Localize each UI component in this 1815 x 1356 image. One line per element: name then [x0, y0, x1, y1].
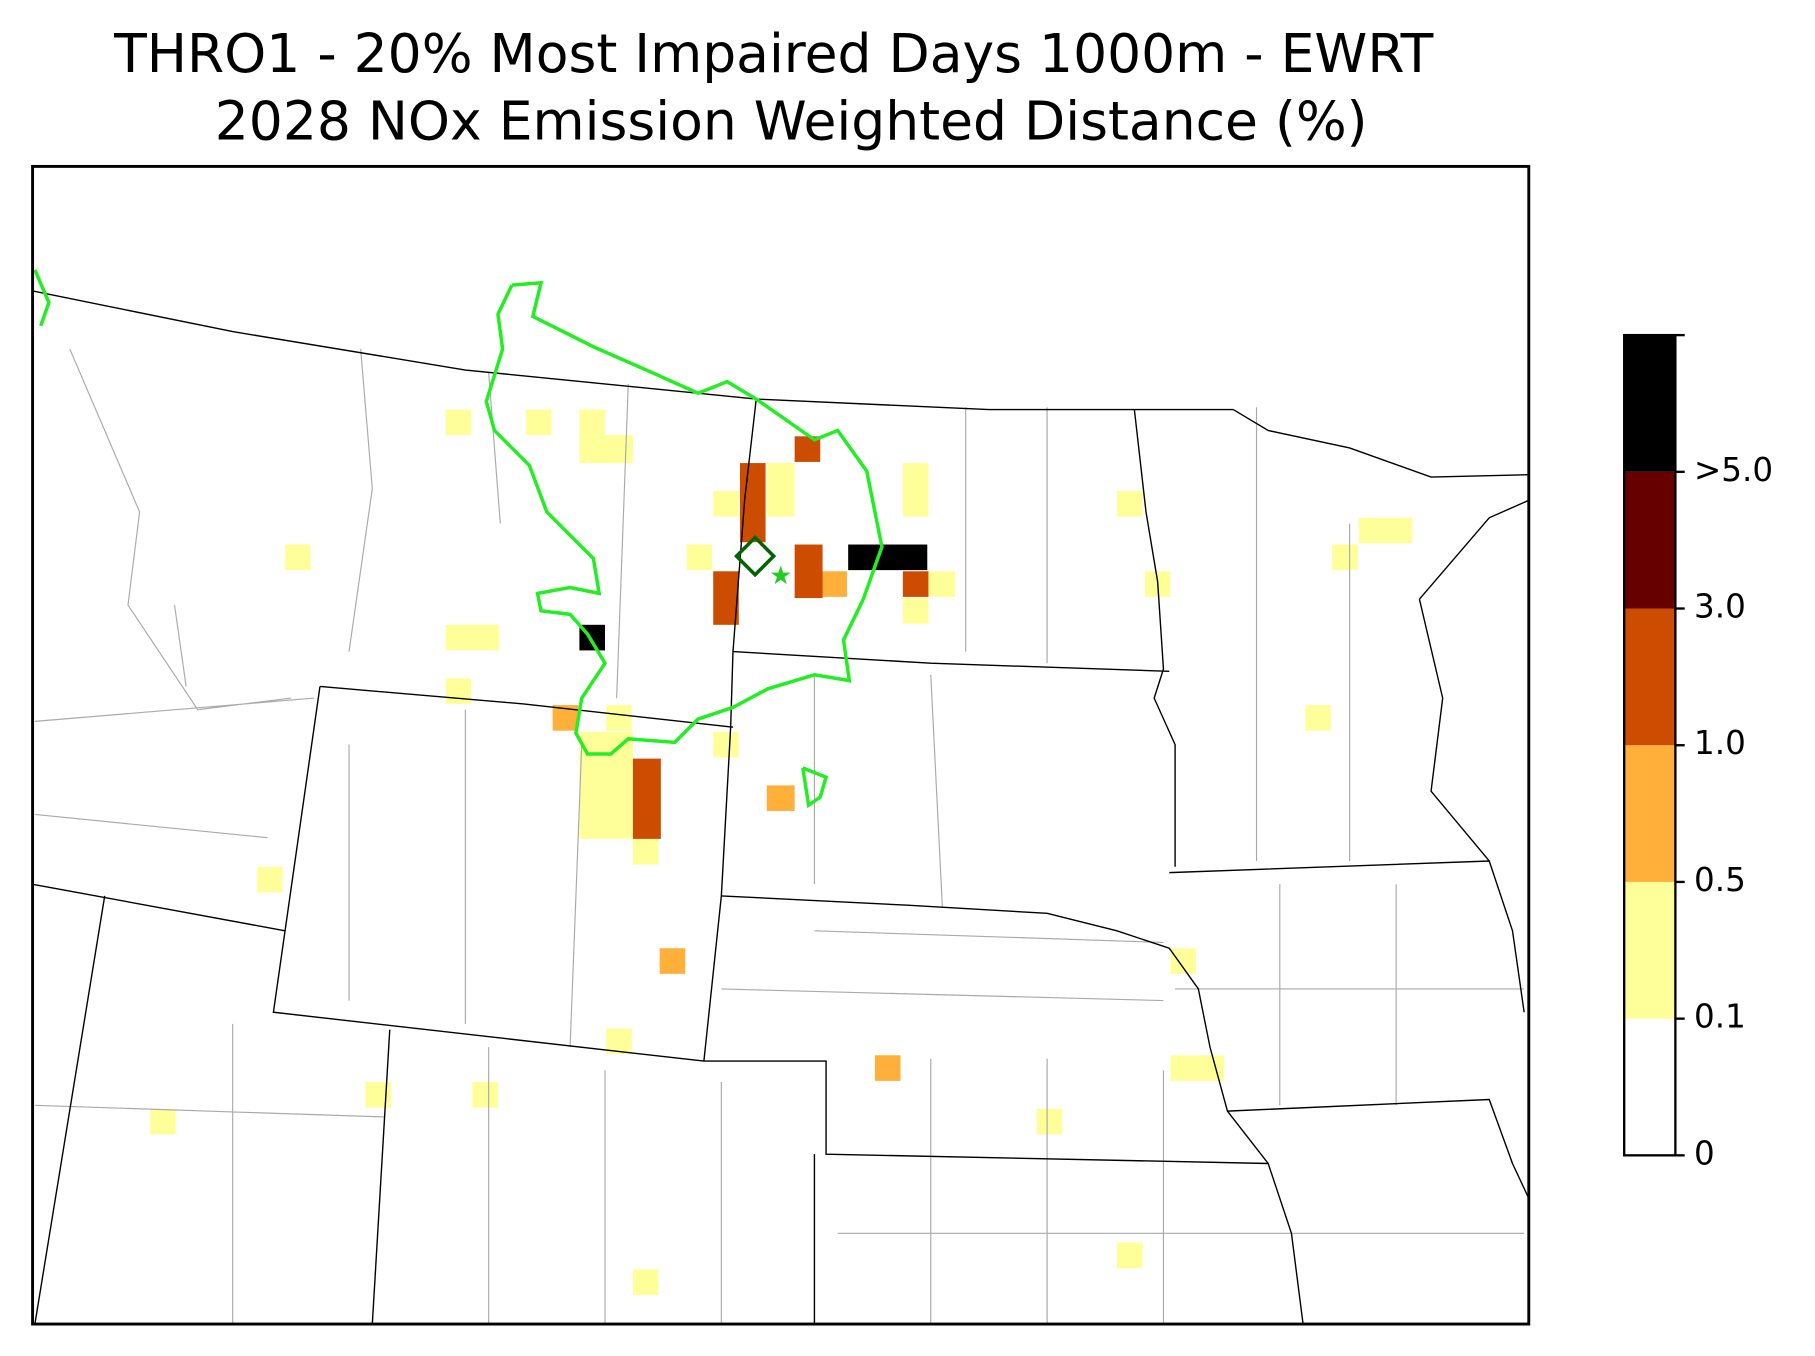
colorbar-label: 1.0 — [1694, 724, 1746, 762]
emission-cells — [150, 409, 1413, 1295]
cell — [150, 1108, 176, 1135]
contour — [33, 269, 51, 327]
cell — [902, 571, 929, 597]
cell — [766, 785, 795, 811]
cell — [257, 866, 283, 893]
state-borders — [32, 290, 1529, 1325]
cell — [927, 571, 956, 597]
map: ★ — [32, 269, 1529, 1325]
cell — [902, 598, 929, 624]
cell — [1305, 705, 1331, 731]
colorbar-label: 3.0 — [1694, 588, 1746, 626]
cell — [821, 571, 847, 597]
cell — [472, 1082, 498, 1108]
source-star: ★ — [769, 561, 792, 591]
cell — [1036, 1108, 1063, 1135]
cell — [1358, 517, 1413, 544]
cell — [1116, 491, 1143, 517]
cell — [632, 838, 659, 865]
cell — [445, 678, 472, 704]
cell — [579, 409, 605, 436]
contour — [801, 766, 829, 809]
colorbar-band — [1624, 335, 1676, 472]
cell — [579, 731, 633, 839]
colorbar-band — [1624, 1018, 1676, 1156]
colorbar-label: 0.5 — [1694, 861, 1746, 899]
colorbar-label: 0 — [1694, 1134, 1715, 1172]
cell — [659, 948, 686, 974]
cell — [285, 544, 311, 571]
cell — [632, 758, 661, 839]
site-diamond — [734, 535, 777, 578]
title-line: 2028 NOx Emission Weighted Distance (%) — [215, 90, 1368, 153]
cell — [713, 571, 739, 625]
colorbar-label: >5.0 — [1694, 451, 1773, 489]
colorbar: 0 0.1 0.5 1.0 3.0 >5.0 — [1623, 333, 1773, 1172]
cell — [632, 1269, 659, 1295]
cell — [713, 491, 739, 517]
colorbar-band — [1624, 745, 1676, 882]
cell — [1116, 1242, 1143, 1269]
cell — [686, 544, 713, 571]
cell — [525, 409, 552, 436]
cell — [606, 705, 632, 731]
cell — [794, 544, 823, 599]
cell — [848, 544, 928, 571]
cell — [874, 1055, 901, 1081]
cell — [445, 409, 472, 436]
title-line: THRO1 - 20% Most Impaired Days 1000m - E… — [113, 22, 1434, 85]
colorbar-band — [1624, 881, 1676, 1019]
cell — [445, 624, 500, 651]
county-lines — [34, 348, 1525, 1325]
cell — [766, 463, 795, 517]
cell — [1170, 948, 1197, 974]
colorbar-label: 0.1 — [1694, 998, 1746, 1036]
colorbar-band — [1624, 471, 1676, 609]
cell — [579, 435, 633, 464]
contour — [484, 280, 884, 756]
cell — [713, 731, 739, 758]
colorbar-band — [1624, 608, 1676, 746]
cell — [902, 463, 929, 517]
cell — [1332, 544, 1358, 571]
map-frame — [31, 164, 1531, 1326]
